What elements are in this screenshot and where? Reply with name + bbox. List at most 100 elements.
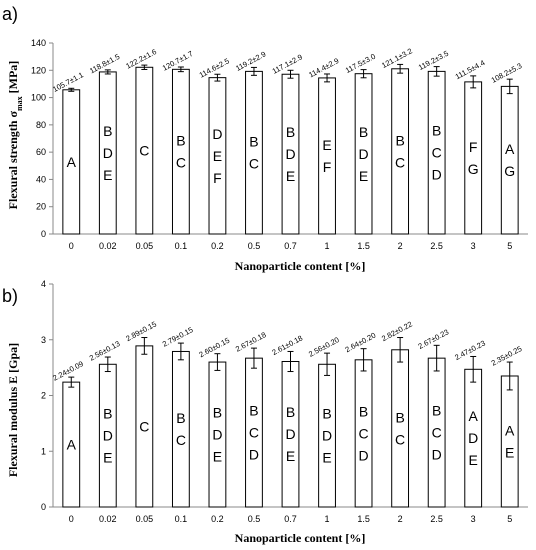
data-label-a: 117.5±3.0: [344, 52, 377, 75]
group-letter-a: G: [468, 161, 479, 177]
group-letter-a: F: [323, 159, 332, 175]
y-tick-label-a: 140: [31, 38, 46, 48]
x-tick-label-b: 0.1: [175, 514, 188, 524]
x-tick-label-a: 0.7: [284, 241, 297, 251]
data-label-b: 2.56±0.13: [88, 339, 122, 363]
group-letter-a: E: [286, 168, 295, 184]
group-letter-a: F: [469, 139, 478, 155]
bar-b: [500, 375, 519, 508]
x-tick-label-a: 0.5: [248, 241, 261, 251]
data-label-a: 114.4±2.9: [307, 56, 340, 79]
x-tick-label-b: 1.5: [357, 514, 370, 524]
chart-panel-b: b) Flexural modulus E [Gpa] Nanoparticle…: [2, 279, 528, 545]
group-letter-b: C: [249, 425, 259, 441]
data-label-a: 111.5±4.4: [454, 58, 487, 81]
group-letter-b: D: [322, 428, 332, 444]
y-tick-label-a: 20: [36, 202, 46, 212]
group-letter-b: D: [359, 447, 369, 463]
data-label-b: 2.67±0.23: [417, 327, 451, 351]
group-letter-b: D: [212, 427, 222, 443]
group-letter-b: B: [432, 403, 441, 419]
data-label-b: 2.61±0.18: [271, 333, 305, 357]
data-label-b: 2.82±0.22: [380, 320, 414, 344]
data-label-a: 117.1±2.9: [271, 52, 304, 75]
data-label-a: 114.6±2.5: [198, 56, 231, 79]
group-letter-a: E: [359, 168, 368, 184]
y-tick-label-a: 60: [36, 147, 46, 157]
plot-area-a: 020406080100120140105.7±1.1A0118.8±1.5BD…: [31, 38, 528, 251]
group-letter-b: E: [213, 449, 222, 465]
panel-label-b: b): [2, 286, 18, 306]
group-letter-a: B: [395, 132, 404, 148]
group-letter-a: E: [322, 137, 331, 153]
group-letter-b: E: [469, 452, 478, 468]
y-tick-label-b: 2: [41, 391, 46, 401]
group-letter-b: D: [468, 430, 478, 446]
y-tick-label-a: 40: [36, 174, 46, 184]
data-label-a: 119.2±2.9: [234, 50, 267, 73]
y-axis-label-a-sub: max: [15, 96, 24, 111]
group-letter-b: E: [286, 448, 295, 464]
group-letter-b: A: [67, 437, 77, 453]
group-letter-a: B: [249, 134, 258, 150]
group-letter-b: E: [505, 444, 514, 460]
x-tick-label-b: 0.5: [248, 514, 261, 524]
y-tick-label-b: 4: [41, 279, 46, 289]
group-letter-a: C: [139, 143, 149, 159]
x-axis-label-b: Nanoparticle content [%]: [235, 531, 366, 545]
group-letter-a: A: [505, 141, 515, 157]
x-tick-label-b: 3: [471, 514, 476, 524]
chart-panel-a: a) Flexural strength σmax [MPa] Nanopart…: [2, 4, 528, 273]
x-tick-label-a: 0.02: [99, 241, 117, 251]
x-tick-label-b: 0.2: [211, 514, 224, 524]
bar-a: [391, 68, 410, 235]
group-letter-a: B: [286, 124, 295, 140]
group-letter-a: B: [432, 123, 441, 139]
group-letter-a: C: [395, 154, 405, 170]
group-letter-b: B: [359, 403, 368, 419]
data-label-b: 2.79±0.15: [161, 325, 195, 349]
data-label-a: 119.2±3.5: [417, 49, 450, 72]
data-label-b: 2.47±0.23: [453, 338, 487, 362]
x-axis-label-a: Nanoparticle content [%]: [235, 259, 366, 273]
data-label-a: 108.2±5.3: [490, 61, 524, 85]
y-tick-label-a: 80: [36, 120, 46, 130]
group-letter-b: C: [139, 418, 149, 434]
group-letter-b: B: [395, 409, 404, 425]
group-letter-b: A: [505, 422, 515, 438]
y-axis-label-a: Flexural strength σmax [MPa]: [6, 61, 24, 210]
x-tick-label-b: 0.7: [284, 514, 297, 524]
data-label-b: 2.89±0.15: [124, 320, 158, 344]
group-letter-b: C: [432, 425, 442, 441]
plot-area-b: 012342.24±0.09A02.56±0.13BDE0.022.89±0.1…: [41, 279, 528, 524]
x-tick-label-a: 0.05: [136, 241, 154, 251]
group-letter-b: C: [395, 431, 405, 447]
bar-a: [318, 77, 336, 235]
bar-b: [391, 349, 410, 508]
data-label-b: 2.64±0.20: [344, 331, 378, 355]
bar-a: [245, 70, 263, 235]
group-letter-b: B: [176, 410, 185, 426]
group-letter-a: E: [213, 148, 222, 164]
y-tick-label-b: 3: [41, 335, 46, 345]
y-tick-label-a: 100: [31, 93, 46, 103]
data-label-a: 121.1±3.2: [380, 46, 414, 70]
group-letter-a: D: [359, 146, 369, 162]
group-letter-a: E: [103, 167, 112, 183]
group-letter-a: B: [103, 123, 112, 139]
x-tick-label-b: 5: [507, 514, 512, 524]
group-letter-b: D: [249, 447, 259, 463]
y-axis-label-a-main: Flexural strength σ: [6, 111, 20, 210]
x-tick-label-a: 1: [325, 241, 330, 251]
x-tick-label-a: 5: [507, 241, 512, 251]
x-tick-label-a: 0.2: [211, 241, 224, 251]
group-letter-b: A: [469, 408, 479, 424]
x-tick-label-b: 2.5: [430, 514, 443, 524]
y-tick-label-a: 120: [31, 65, 46, 75]
y-axis-label-a-unit: [MPa]: [6, 61, 20, 97]
group-letter-b: D: [285, 426, 295, 442]
data-label-b: 2.56±0.20: [307, 335, 341, 359]
group-letter-b: C: [359, 425, 369, 441]
bar-a: [464, 81, 483, 235]
